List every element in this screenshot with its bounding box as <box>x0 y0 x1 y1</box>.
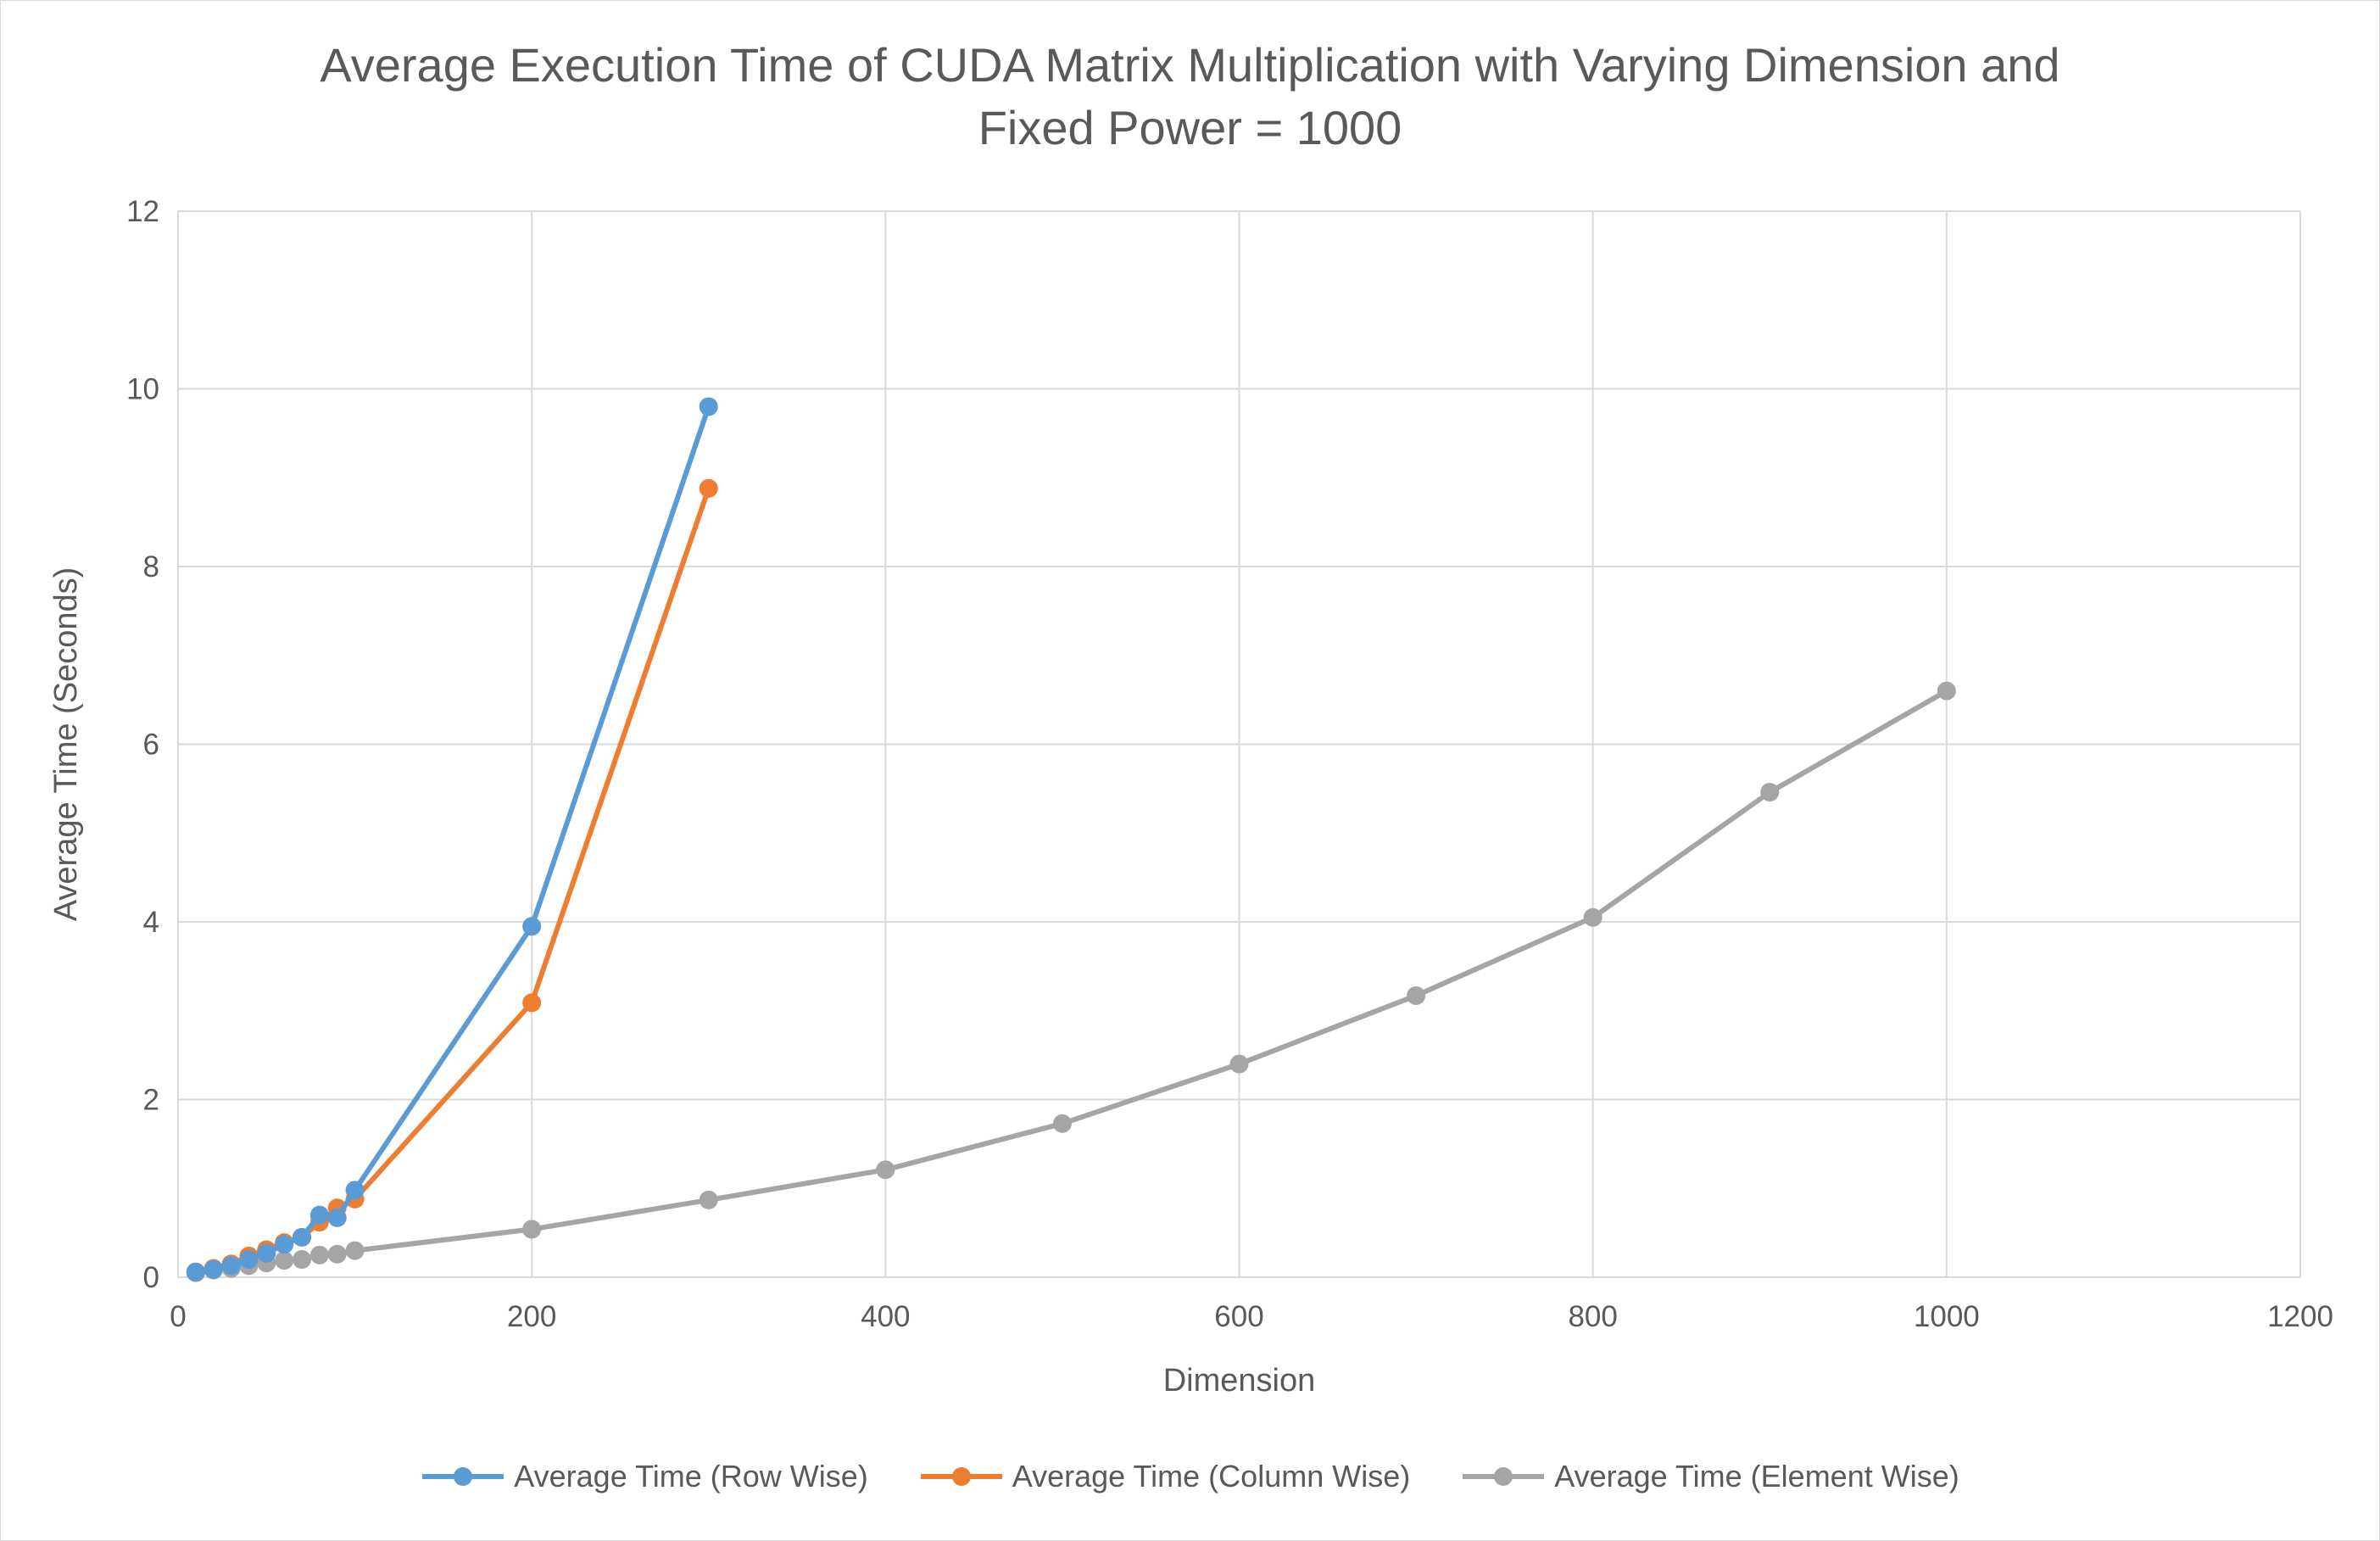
y-tick-label: 0 <box>143 1261 159 1294</box>
data-point <box>522 1220 542 1239</box>
legend: Average Time (Row Wise) Average Time (Col… <box>0 1459 2380 1494</box>
data-point <box>1760 783 1780 802</box>
legend-swatch <box>422 1467 504 1486</box>
plot-area: 0 2 4 6 8 10 12 0 200 400 600 800 1000 1200 Dimension… <box>48 195 2333 1399</box>
data-point <box>699 478 718 498</box>
axes: 0 2 4 6 8 10 12 0 200 400 600 800 1000 1200 <box>126 195 2333 1333</box>
legend-swatch-marker <box>1494 1467 1513 1486</box>
x-tick-label: 1000 <box>1914 1300 1980 1333</box>
legend-label: Average Time (Row Wise) <box>514 1459 868 1494</box>
chart-title-line-2: Fixed Power = 1000 <box>978 101 1402 154</box>
series-line-1 <box>192 485 711 1275</box>
series-line-2 <box>192 688 1949 1276</box>
y-tick-label: 8 <box>143 550 159 583</box>
data-point <box>345 1181 365 1200</box>
legend-swatch-marker <box>454 1467 473 1486</box>
legend-item: Average Time (Row Wise) <box>421 1459 868 1494</box>
legend-item: Average Time (Element Wise) <box>1461 1459 1959 1494</box>
data-point <box>699 1190 718 1209</box>
data-point <box>1937 681 1956 701</box>
data-point <box>345 1241 365 1260</box>
y-tick-label: 4 <box>143 906 159 939</box>
data-point <box>522 993 542 1013</box>
x-tick-label: 200 <box>507 1300 556 1333</box>
data-point <box>1583 907 1602 927</box>
x-tick-label: 0 <box>170 1300 186 1333</box>
data-point <box>186 1262 205 1281</box>
data-point <box>522 917 542 936</box>
data-point <box>293 1250 312 1270</box>
data-point <box>1407 985 1426 1005</box>
y-tick-label: 6 <box>143 729 159 762</box>
grid-lines <box>177 210 2301 1278</box>
legend-item: Average Time (Column Wise) <box>919 1459 1410 1494</box>
data-point <box>275 1235 294 1254</box>
x-tick-label: 1200 <box>2267 1300 2333 1333</box>
x-tick-label: 600 <box>1214 1300 1263 1333</box>
legend-label: Average Time (Element Wise) <box>1554 1459 1959 1494</box>
data-point <box>309 1245 329 1265</box>
legend-swatch <box>920 1467 1002 1486</box>
x-tick-label: 800 <box>1568 1300 1617 1333</box>
x-axis-title: Dimension <box>1163 1363 1316 1399</box>
chart-title-line-1: Average Execution Time of CUDA Matrix Mu… <box>320 38 2060 92</box>
data-point <box>239 1250 259 1270</box>
x-tick-label: 400 <box>861 1300 910 1333</box>
data-point <box>1052 1114 1072 1133</box>
data-point <box>876 1160 895 1180</box>
data-point <box>1229 1054 1249 1074</box>
y-tick-label: 12 <box>126 195 159 228</box>
data-point <box>275 1251 294 1270</box>
legend-swatch-marker <box>951 1467 971 1486</box>
data-point <box>327 1208 347 1227</box>
data-point <box>699 397 718 416</box>
y-tick-label: 2 <box>143 1084 159 1117</box>
data-point <box>221 1256 241 1276</box>
y-tick-label: 10 <box>126 373 159 406</box>
legend-label: Average Time (Column Wise) <box>1012 1459 1411 1494</box>
data-point <box>327 1244 347 1264</box>
series-layer <box>186 397 1956 1282</box>
legend-swatch <box>1463 1467 1545 1486</box>
y-axis-title: Average Time (Seconds) <box>48 567 84 922</box>
series-line-0 <box>192 404 711 1275</box>
data-point <box>257 1243 276 1263</box>
data-point <box>293 1227 312 1247</box>
data-point <box>309 1205 329 1225</box>
data-point <box>203 1259 223 1279</box>
